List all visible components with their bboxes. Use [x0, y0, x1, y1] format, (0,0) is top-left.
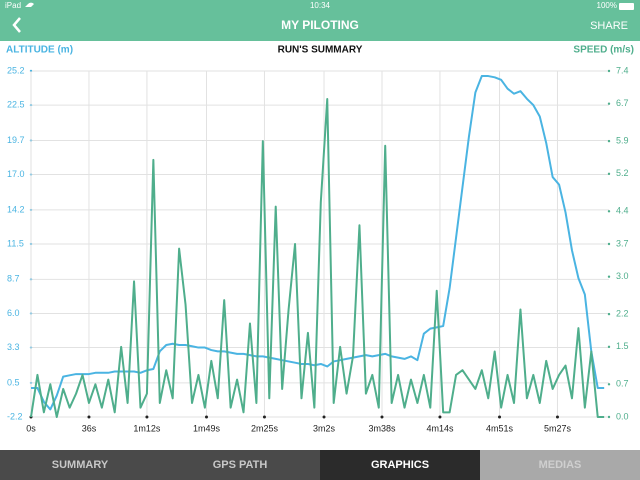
tab-label: SUMMARY [52, 459, 109, 471]
x-tick-mark [262, 415, 266, 419]
x-tick-label: 3m38s [368, 423, 396, 433]
x-tick-mark [555, 415, 559, 419]
y2-tick-label: 7.4 [616, 65, 629, 75]
wifi-icon [25, 2, 34, 7]
tab-label: GPS PATH [213, 459, 268, 471]
y2-tick-label: 5.2 [616, 168, 629, 178]
x-tick-label: 4m51s [486, 423, 514, 433]
x-tick-mark [87, 415, 91, 419]
y2-axis-label: SPEED (m/s) [573, 45, 634, 56]
tab[interactable] [320, 450, 480, 480]
clock: 10:34 [310, 1, 331, 10]
y2-tick-mark [607, 345, 611, 349]
y2-tick-label: 3.7 [616, 238, 629, 248]
y-tick-label: 17.0 [7, 169, 25, 179]
tab[interactable] [160, 450, 320, 480]
y2-tick-label: 3.0 [616, 271, 629, 281]
y2-tick-label: 0.7 [616, 379, 629, 389]
tab [480, 450, 640, 480]
tab-label: MEDIAS [539, 459, 582, 471]
x-tick-mark [498, 415, 502, 419]
y2-tick-mark [607, 275, 611, 278]
y2-tick-mark [607, 69, 611, 73]
y-tick-label: 25.2 [7, 65, 25, 75]
battery-level: 100% [597, 1, 617, 10]
x-tick-label: 0s [26, 423, 36, 433]
battery-icon [619, 3, 634, 10]
screen-title: MY PILOTING [281, 18, 359, 32]
x-tick-label: 1m49s [193, 423, 221, 433]
y-tick-label: 11.5 [7, 238, 24, 248]
y2-tick-mark [607, 312, 611, 316]
y-tick-label: 19.7 [7, 135, 25, 145]
x-tick-mark [380, 415, 384, 419]
y2-tick-label: 4.4 [616, 206, 629, 216]
y2-tick-mark [607, 242, 611, 246]
y-tick-label: 0.5 [7, 377, 20, 387]
y2-tick-mark [607, 415, 611, 419]
x-tick-label: 3m2s [313, 423, 336, 433]
plot-area: 25.2 22.5 19.7 17.0 14.2 11.5 8.7 6.0 3.3 0.5 -2.2… [7, 65, 629, 433]
x-tick-label: 5m27s [544, 423, 572, 433]
x-tick-mark [204, 415, 208, 419]
header-bar [0, 0, 640, 41]
tab-label: GRAPHICS [371, 459, 429, 471]
y2-tick-mark [607, 172, 611, 176]
y2-tick-label: 5.9 [616, 136, 629, 146]
tab[interactable] [0, 450, 160, 480]
y2-tick-mark [607, 383, 611, 386]
y2-tick-label: 0.0 [616, 411, 629, 421]
tab-bar: SUMMARY GPS PATH GRAPHICS MEDIAS [0, 450, 640, 480]
y-axis-label: ALTITUDE (m) [6, 45, 73, 56]
y-tick-label: 14.2 [7, 204, 25, 214]
y2-tick-label: 2.2 [616, 309, 629, 319]
y-tick-label: -2.2 [7, 411, 23, 421]
x-tick-label: 2m25s [251, 423, 279, 433]
data-line [30, 98, 605, 418]
back-button[interactable] [12, 17, 21, 33]
share-button[interactable]: SHARE [590, 20, 628, 32]
carrier: iPad [5, 1, 21, 10]
chart-title: RUN'S SUMMARY [278, 45, 363, 56]
y-tick-label: 3.3 [7, 342, 20, 352]
y-tick-label: 6.0 [7, 308, 20, 318]
data-line [31, 75, 605, 411]
x-tick-label: 4m14s [426, 423, 454, 433]
y2-tick-mark [607, 210, 611, 213]
x-tick-mark [322, 415, 326, 419]
y2-tick-label: 1.5 [616, 341, 629, 351]
y-tick-label: 22.5 [7, 99, 25, 109]
y2-tick-mark [607, 139, 611, 143]
x-tick-label: 36s [82, 423, 97, 433]
x-tick-mark [145, 415, 149, 419]
y2-tick-label: 6.7 [616, 98, 629, 108]
x-tick-label: 1m12s [133, 423, 161, 433]
x-tick-mark [438, 415, 442, 419]
y2-tick-mark [607, 102, 611, 105]
y-tick-label: 8.7 [7, 274, 20, 284]
